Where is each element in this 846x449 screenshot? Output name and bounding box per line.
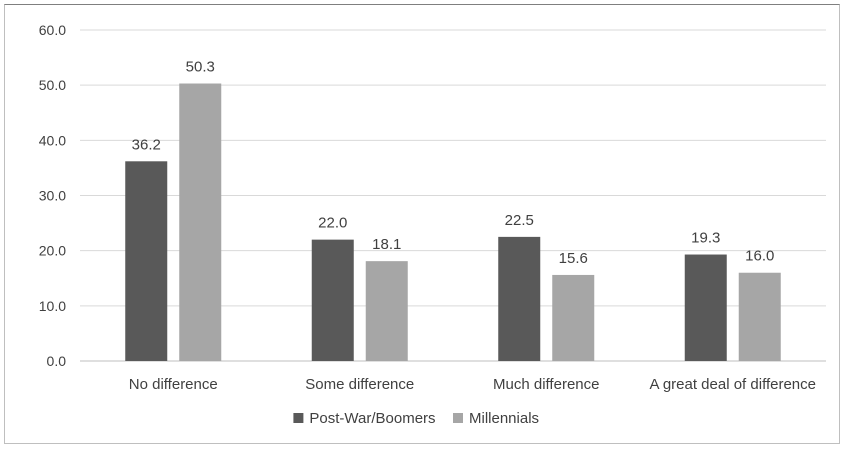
data-label: 16.0 — [745, 248, 774, 265]
bar — [125, 161, 168, 361]
data-label: 50.3 — [186, 59, 215, 76]
y-tick-label: 20.0 — [39, 243, 66, 259]
x-category-label: A great deal of difference — [649, 376, 816, 393]
bar — [498, 236, 541, 361]
data-label: 18.1 — [372, 236, 401, 253]
legend-swatch — [453, 413, 463, 423]
bar — [552, 274, 595, 361]
y-tick-label: 30.0 — [39, 188, 66, 204]
bar — [365, 261, 408, 361]
bar — [738, 272, 781, 361]
x-category-label: Some difference — [305, 376, 414, 393]
bar — [311, 239, 354, 361]
bar — [179, 83, 222, 362]
y-tick-label: 50.0 — [39, 77, 66, 93]
y-tick-label: 0.0 — [47, 353, 67, 369]
data-label: 22.5 — [505, 212, 534, 229]
bar — [684, 254, 727, 361]
legend-swatch — [293, 413, 304, 423]
data-label: 19.3 — [691, 230, 720, 247]
legend-label: Millennials — [469, 410, 539, 427]
legend-label: Post-War/Boomers — [309, 410, 435, 427]
y-tick-label: 40.0 — [39, 132, 66, 148]
y-tick-label: 10.0 — [39, 298, 66, 314]
x-category-label: Much difference — [493, 376, 599, 393]
data-label: 22.0 — [318, 215, 347, 232]
x-category-label: No difference — [129, 376, 218, 393]
y-tick-label: 60.0 — [39, 22, 66, 38]
data-label: 36.2 — [132, 136, 161, 153]
data-label: 15.6 — [559, 250, 588, 267]
